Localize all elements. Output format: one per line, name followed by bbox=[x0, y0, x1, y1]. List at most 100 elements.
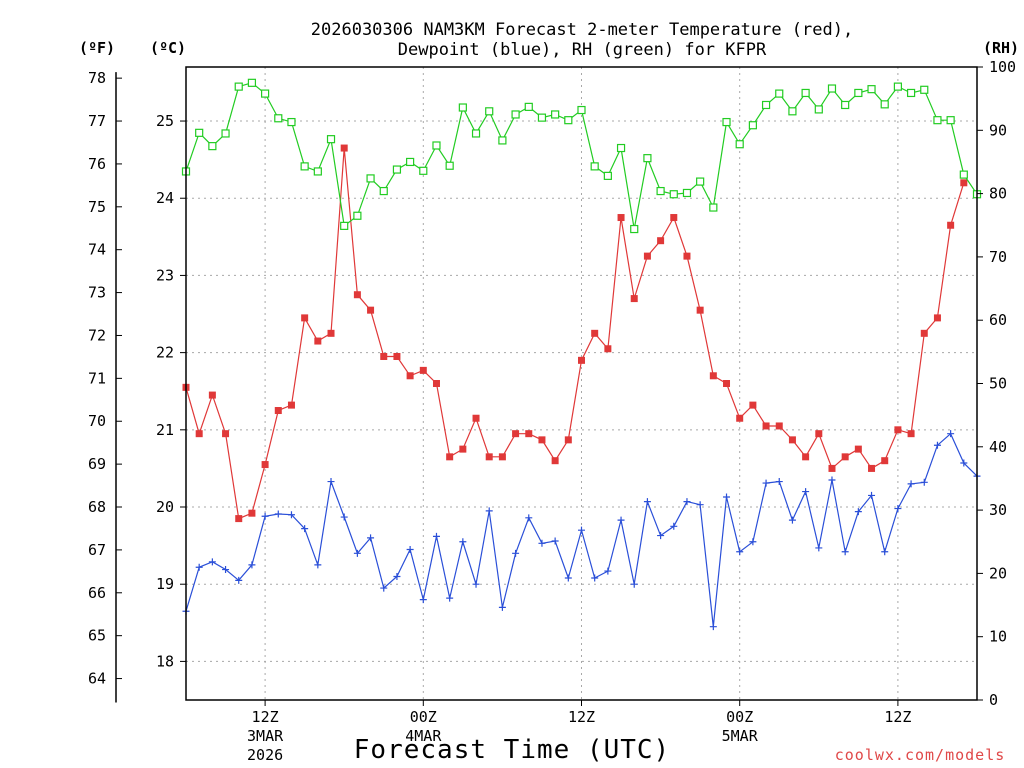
temperature-point bbox=[564, 436, 572, 444]
temperature-point bbox=[591, 329, 599, 337]
rh-point bbox=[827, 84, 837, 93]
dewpoint-point bbox=[670, 522, 678, 530]
rh-point bbox=[419, 166, 428, 175]
rh-point bbox=[287, 117, 296, 127]
temperature-point bbox=[683, 252, 691, 260]
rh-tick-label: 80 bbox=[989, 185, 1007, 203]
temperature-point bbox=[854, 445, 862, 453]
rh-point bbox=[643, 154, 652, 163]
temperature-point bbox=[907, 430, 915, 438]
rh-point bbox=[656, 186, 665, 196]
temperature-point bbox=[947, 221, 955, 229]
dewpoint-point bbox=[723, 493, 731, 501]
rh-point bbox=[379, 186, 388, 196]
x-tick-date: 4MAR bbox=[405, 727, 442, 745]
dewpoint-point bbox=[828, 476, 836, 484]
fahrenheit-tick-label: 71 bbox=[88, 369, 106, 387]
dewpoint-point bbox=[696, 501, 704, 509]
dewpoint-point bbox=[960, 459, 968, 467]
temperature-point bbox=[498, 453, 506, 461]
temperature-point bbox=[551, 457, 559, 465]
temperature-point bbox=[446, 453, 454, 461]
rh-point bbox=[775, 89, 784, 98]
dewpoint-point bbox=[762, 479, 770, 487]
dewpoint-point bbox=[406, 545, 414, 553]
dewpoint-point bbox=[604, 567, 612, 575]
rh-point bbox=[511, 110, 520, 119]
rh-point bbox=[616, 143, 626, 153]
rh-point bbox=[340, 221, 349, 230]
temperature-point bbox=[301, 314, 309, 322]
celsius-tick-label: 24 bbox=[156, 189, 174, 207]
dewpoint-point bbox=[208, 558, 216, 566]
temperature-point bbox=[788, 436, 796, 444]
fahrenheit-tick-label: 72 bbox=[88, 326, 106, 344]
fahrenheit-tick-label: 77 bbox=[88, 112, 106, 130]
rh-point bbox=[524, 102, 533, 111]
celsius-tick-label: 22 bbox=[156, 344, 174, 362]
dewpoint-point bbox=[643, 498, 651, 506]
dewpoint-point bbox=[854, 508, 862, 516]
rh-point bbox=[551, 110, 560, 119]
dewpoint-point bbox=[274, 510, 282, 518]
dewpoint-point bbox=[630, 580, 638, 588]
rh-point bbox=[920, 85, 929, 94]
dewpoint-point bbox=[301, 525, 309, 533]
rh-point bbox=[353, 211, 362, 220]
dewpoint-point bbox=[512, 549, 520, 557]
temperature-point bbox=[657, 237, 665, 245]
dewpoint-point bbox=[327, 478, 335, 486]
rh-point bbox=[485, 107, 494, 116]
rh-point bbox=[458, 103, 467, 112]
dewpoint-point bbox=[564, 574, 572, 582]
temperature-point bbox=[881, 457, 889, 465]
rh-point bbox=[300, 162, 309, 171]
x-axis-title: Forecast Time (UTC) bbox=[354, 735, 670, 765]
dewpoint-point bbox=[287, 511, 295, 519]
dewpoint-point bbox=[591, 574, 599, 582]
credit-text: coolwx.com/models bbox=[835, 746, 1006, 764]
fahrenheit-tick-label: 74 bbox=[88, 241, 106, 259]
dewpoint-point bbox=[868, 491, 876, 499]
dewpoint-point bbox=[498, 603, 506, 611]
rh-tick-label: 90 bbox=[989, 121, 1007, 139]
temperature-point bbox=[538, 436, 546, 444]
temperature-point bbox=[868, 464, 876, 472]
celsius-tick-label: 19 bbox=[156, 575, 174, 593]
x-tick-label: 00Z bbox=[726, 708, 753, 726]
rh-point bbox=[392, 165, 402, 174]
rh-point bbox=[274, 114, 283, 123]
rh-point bbox=[366, 174, 375, 183]
temperature-point bbox=[314, 337, 322, 345]
celsius-tick-label: 21 bbox=[156, 421, 174, 439]
chart-title-line2: Dewpoint (blue), RH (green) for KFPR bbox=[398, 40, 767, 60]
x-tick-label: 00Z bbox=[410, 708, 437, 726]
dewpoint-point bbox=[485, 507, 493, 515]
rh-point bbox=[630, 224, 639, 234]
dewpoint-point bbox=[709, 623, 717, 631]
dewpoint-point bbox=[736, 548, 744, 556]
dewpoint-point bbox=[538, 539, 546, 547]
rh-tick-label: 20 bbox=[989, 564, 1007, 582]
rh-tick-label: 60 bbox=[989, 311, 1007, 329]
dewpoint-point bbox=[314, 561, 322, 569]
rh-point bbox=[893, 82, 903, 91]
temperature-point bbox=[235, 515, 243, 523]
rh-tick-label: 50 bbox=[989, 375, 1007, 393]
x-tick-year: 2026 bbox=[247, 746, 283, 764]
temperature-point bbox=[604, 345, 612, 353]
rh-tick-label: 70 bbox=[989, 248, 1007, 266]
temperature-point bbox=[512, 430, 520, 438]
dewpoint-point bbox=[446, 594, 454, 602]
rh-point bbox=[445, 161, 454, 170]
rh-point bbox=[854, 88, 863, 98]
series-rh bbox=[181, 78, 982, 234]
temperature-point bbox=[367, 306, 375, 314]
dewpoint-point bbox=[749, 538, 757, 546]
rh-point bbox=[195, 128, 204, 137]
celsius-tick-label: 18 bbox=[156, 652, 174, 670]
rh-point bbox=[788, 107, 797, 116]
temperature-point bbox=[419, 366, 427, 374]
temperature-point bbox=[670, 214, 678, 222]
